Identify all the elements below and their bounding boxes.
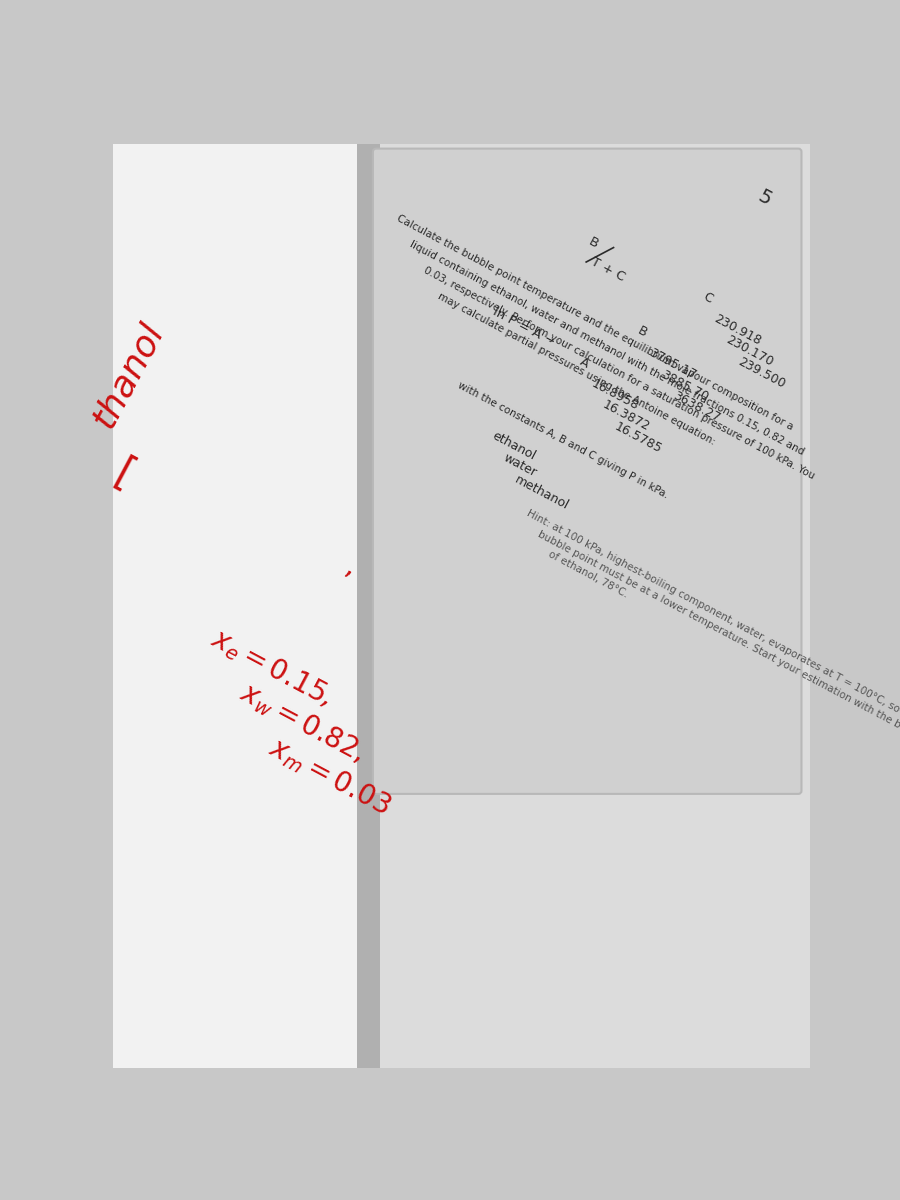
Text: of ethanol, 78°C.: of ethanol, 78°C. bbox=[546, 550, 629, 600]
Text: ethanol: ethanol bbox=[490, 430, 537, 463]
Text: water: water bbox=[501, 451, 539, 479]
Text: 230.170: 230.170 bbox=[724, 334, 776, 370]
Text: [: [ bbox=[107, 452, 141, 498]
Text: 0.03, respectively. Perform your calculation for a saturation pressure of 100 kP: 0.03, respectively. Perform your calcula… bbox=[422, 265, 816, 481]
Text: methanol: methanol bbox=[513, 473, 572, 512]
Text: 16.3872: 16.3872 bbox=[600, 398, 652, 434]
FancyBboxPatch shape bbox=[373, 149, 802, 794]
Text: with the constants A, B and C giving P in kPa.: with the constants A, B and C giving P i… bbox=[456, 380, 670, 500]
Text: B: B bbox=[586, 235, 600, 251]
Text: B: B bbox=[635, 324, 649, 340]
Text: may calculate partial pressures using the Antoine equation:: may calculate partial pressures using th… bbox=[436, 290, 717, 446]
Polygon shape bbox=[361, 144, 810, 1068]
Text: A: A bbox=[577, 355, 590, 371]
Text: bubble point must be at a lower temperature. Start your estimation with the boil: bubble point must be at a lower temperat… bbox=[536, 529, 900, 757]
Polygon shape bbox=[112, 144, 438, 1068]
Text: $x_m = 0.03$: $x_m = 0.03$ bbox=[265, 732, 395, 821]
Text: T + C: T + C bbox=[589, 256, 627, 284]
Text: $x_w = 0.82,$: $x_w = 0.82,$ bbox=[236, 678, 371, 769]
Polygon shape bbox=[356, 144, 380, 1068]
Text: C: C bbox=[700, 290, 715, 306]
Text: 16.5785: 16.5785 bbox=[612, 420, 664, 456]
Text: liquid containing ethanol, water and methanol with the mole fractions 0.15, 0.82: liquid containing ethanol, water and met… bbox=[409, 239, 806, 457]
Text: thanol: thanol bbox=[86, 317, 170, 433]
Text: 230.918: 230.918 bbox=[712, 312, 763, 348]
Text: Calculate the bubble point temperature and the equilibrium vapour composition fo: Calculate the bubble point temperature a… bbox=[394, 214, 795, 432]
Text: 3795.17: 3795.17 bbox=[647, 346, 698, 382]
Text: 3638.27: 3638.27 bbox=[670, 390, 722, 425]
Text: ,: , bbox=[340, 554, 361, 583]
Text: ln P = A −: ln P = A − bbox=[491, 305, 557, 349]
Text: $x_e = 0.15$,: $x_e = 0.15$, bbox=[206, 624, 338, 713]
Text: Hint: at 100 kPa, highest-boiling component, water, evaporates at T = 100°C, so : Hint: at 100 kPa, highest-boiling compon… bbox=[525, 509, 900, 725]
Text: 16.8958: 16.8958 bbox=[589, 377, 641, 413]
Text: 239.500: 239.500 bbox=[735, 355, 787, 391]
Text: 3885.70: 3885.70 bbox=[659, 368, 711, 403]
Text: 5: 5 bbox=[754, 186, 775, 209]
